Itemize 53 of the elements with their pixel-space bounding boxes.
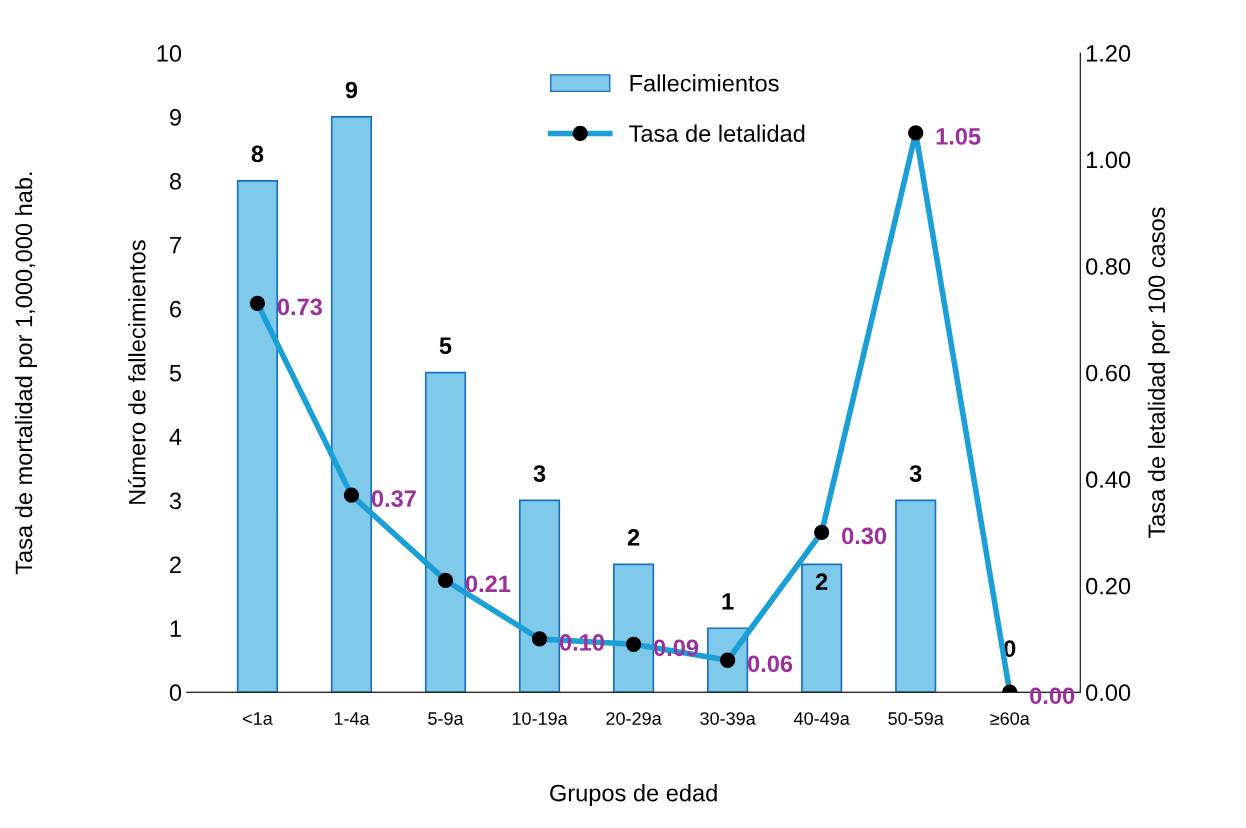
- data-label: 9: [345, 81, 358, 99]
- y2-tick-label: 0.80: [1086, 258, 1131, 275]
- data-label: 0.21: [465, 575, 511, 593]
- bar: [613, 563, 655, 693]
- legend-label: Tasa de letalidad: [629, 124, 805, 142]
- x-axis-title: Grupos de edad: [550, 784, 717, 807]
- data-label: 3: [533, 465, 546, 482]
- y-tick-label: 4: [169, 428, 182, 446]
- data-label: 0.06: [748, 655, 793, 673]
- y2-tick-label: 1.20: [1086, 45, 1131, 62]
- data-label: 3: [909, 465, 922, 482]
- bar: [330, 116, 373, 693]
- y-tick-label: 9: [170, 108, 181, 126]
- bar: [424, 371, 467, 693]
- y-tick-label: 2: [170, 556, 181, 573]
- y2-tick-label: 0.60: [1086, 364, 1131, 382]
- x-tick-label: 1-4a: [334, 712, 370, 725]
- bar: [236, 180, 279, 693]
- x-tick-label: 40-49a: [793, 712, 850, 725]
- x-tick-label: 10-19a: [512, 712, 568, 725]
- data-label: 0.30: [842, 527, 887, 545]
- y-tick-label: 7: [170, 237, 181, 254]
- text: Tasa de mortalidad por 1,000,000 hab.: [14, 172, 37, 575]
- bar: [518, 499, 561, 693]
- y-tick-label: 5: [169, 364, 182, 382]
- bar: [801, 563, 843, 693]
- x-tick-label: ≥60a: [990, 712, 1030, 725]
- bar: [895, 499, 937, 693]
- data-label: 1.05: [936, 128, 981, 145]
- x-tick-label: 20-29a: [606, 712, 662, 725]
- data-label: 8: [251, 145, 264, 163]
- x-tick-label: 30-39a: [700, 712, 756, 725]
- y-tick-label: 0: [169, 684, 182, 701]
- y2-tick-label: 1.00: [1086, 151, 1131, 169]
- y2-tick-label: 0.40: [1086, 471, 1131, 488]
- y-tick-label: 6: [170, 300, 181, 318]
- x-tick-label: <1a: [243, 712, 273, 725]
- data-label: 0.37: [371, 490, 416, 508]
- y2-axis-title: Tasa de letalidad por 100 casos: [1147, 207, 1170, 539]
- data-label: 1: [722, 593, 734, 610]
- y-tick-label: 8: [169, 172, 182, 190]
- x-tick-label: 50-59a: [888, 712, 944, 725]
- y2-tick-label: 0.20: [1086, 577, 1131, 595]
- data-label: 2: [815, 573, 828, 590]
- data-label: 2: [627, 529, 640, 546]
- data-label: 5: [439, 337, 452, 355]
- y-tick-label: 10: [157, 45, 182, 62]
- y2-tick-label: 0.00: [1086, 684, 1131, 701]
- x-tick-label: 5-9a: [428, 712, 464, 725]
- y-axis-title: Número de fallecimientos: [127, 240, 146, 504]
- legend-label: Fallecimientos: [630, 74, 779, 92]
- y-tick-label: 3: [169, 492, 181, 510]
- y-tick-label: 1: [170, 620, 181, 637]
